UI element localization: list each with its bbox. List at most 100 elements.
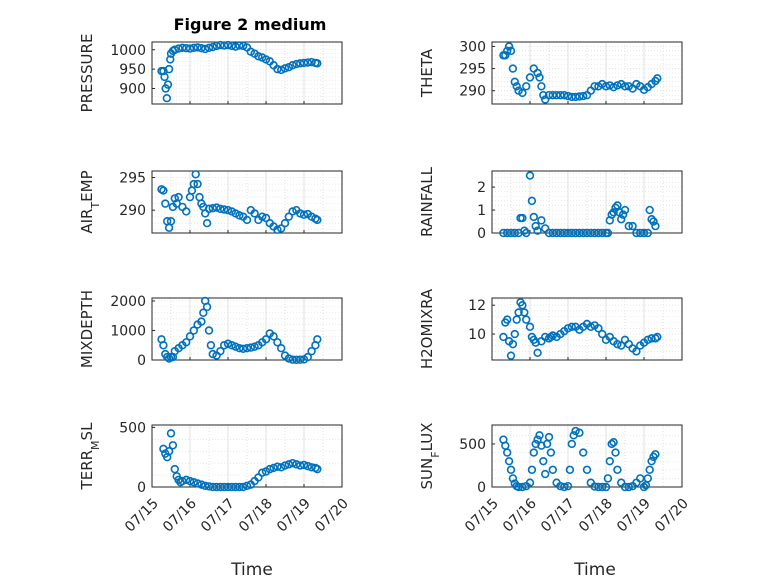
data-point <box>575 428 584 437</box>
data-point <box>525 322 535 332</box>
data-point <box>296 461 305 470</box>
data-point <box>220 41 229 50</box>
data-point <box>567 439 576 449</box>
data-point <box>647 334 656 343</box>
ylabel: THETA <box>418 48 436 98</box>
data-point <box>182 43 191 53</box>
data-point <box>201 44 210 54</box>
data-point <box>603 474 613 483</box>
data-point <box>174 192 183 202</box>
data-point <box>518 301 527 310</box>
data-point <box>164 447 174 456</box>
data-point <box>216 204 225 214</box>
data-point <box>548 228 557 238</box>
y-tick-label: 0 <box>137 353 146 369</box>
data-point <box>254 52 263 61</box>
data-point <box>284 212 293 221</box>
data-point <box>607 439 616 449</box>
data-point <box>518 213 527 223</box>
data-point <box>632 347 641 356</box>
data-point <box>161 199 170 208</box>
data-point <box>552 228 561 238</box>
data-point <box>193 479 202 488</box>
data-point <box>531 338 540 347</box>
data-point <box>559 90 569 100</box>
y-tick-label: 950 <box>119 62 146 78</box>
data-point <box>540 469 550 479</box>
data-point <box>571 228 580 238</box>
data-point <box>520 308 529 317</box>
data-point <box>231 342 240 351</box>
y-tick-label: 1000 <box>110 43 146 59</box>
axes-box <box>491 41 683 105</box>
data-point <box>208 349 218 359</box>
data-point <box>258 212 267 221</box>
data-point <box>548 465 557 474</box>
data-point <box>525 171 535 180</box>
data-point <box>307 346 316 356</box>
data-point <box>503 448 512 457</box>
data-point <box>575 228 584 238</box>
data-point <box>313 464 322 474</box>
data-point <box>597 329 607 339</box>
data-point <box>265 464 274 474</box>
data-point <box>559 228 569 238</box>
ylabel: AIRTEMP <box>78 170 102 233</box>
y-tick-label: 295 <box>119 171 146 187</box>
data-point <box>163 80 173 89</box>
data-point <box>609 438 618 447</box>
data-point <box>643 335 652 345</box>
data-point <box>575 92 584 101</box>
data-point <box>269 463 278 473</box>
data-point <box>185 44 195 53</box>
data-point <box>597 228 607 238</box>
ylabel: MIXDEPTH <box>78 290 96 368</box>
data-point <box>512 315 521 324</box>
data-point <box>506 46 516 56</box>
data-point <box>242 215 252 225</box>
data-point <box>204 326 214 335</box>
data-point <box>521 315 531 324</box>
data-point <box>501 51 510 60</box>
data-point <box>611 448 620 457</box>
data-point <box>212 203 221 212</box>
data-point <box>643 228 652 238</box>
data-point <box>174 44 183 53</box>
data-point <box>162 93 172 103</box>
y-tick-label: 2000 <box>110 294 146 310</box>
data-point <box>546 332 556 342</box>
data-point <box>303 58 312 67</box>
data-point <box>313 335 322 344</box>
data-point <box>525 73 535 82</box>
data-point <box>529 448 538 457</box>
data-point <box>512 82 521 91</box>
data-point <box>499 228 508 238</box>
data-point <box>277 224 286 233</box>
data-point <box>223 40 233 50</box>
data-point <box>639 228 649 238</box>
data-point <box>296 355 305 364</box>
xlabel-right: Time <box>573 560 616 580</box>
data-point <box>645 465 654 474</box>
data-point <box>506 351 516 360</box>
data-point <box>164 64 174 74</box>
data-point <box>199 308 208 317</box>
data-point <box>288 207 297 216</box>
data-point <box>170 45 180 54</box>
data-point <box>166 55 175 64</box>
data-point <box>277 343 286 353</box>
data-point <box>521 228 531 238</box>
data-point <box>544 228 554 238</box>
data-point <box>563 324 573 333</box>
data-point <box>605 456 614 466</box>
figure-title: Figure 2 medium <box>174 15 327 34</box>
data-point <box>601 82 611 91</box>
data-point <box>223 205 233 215</box>
data-point <box>508 64 518 73</box>
data-point <box>647 456 656 466</box>
data-point <box>277 65 286 75</box>
data-point <box>586 228 595 238</box>
data-point <box>313 59 322 68</box>
data-point <box>185 332 195 341</box>
data-point <box>540 332 550 342</box>
